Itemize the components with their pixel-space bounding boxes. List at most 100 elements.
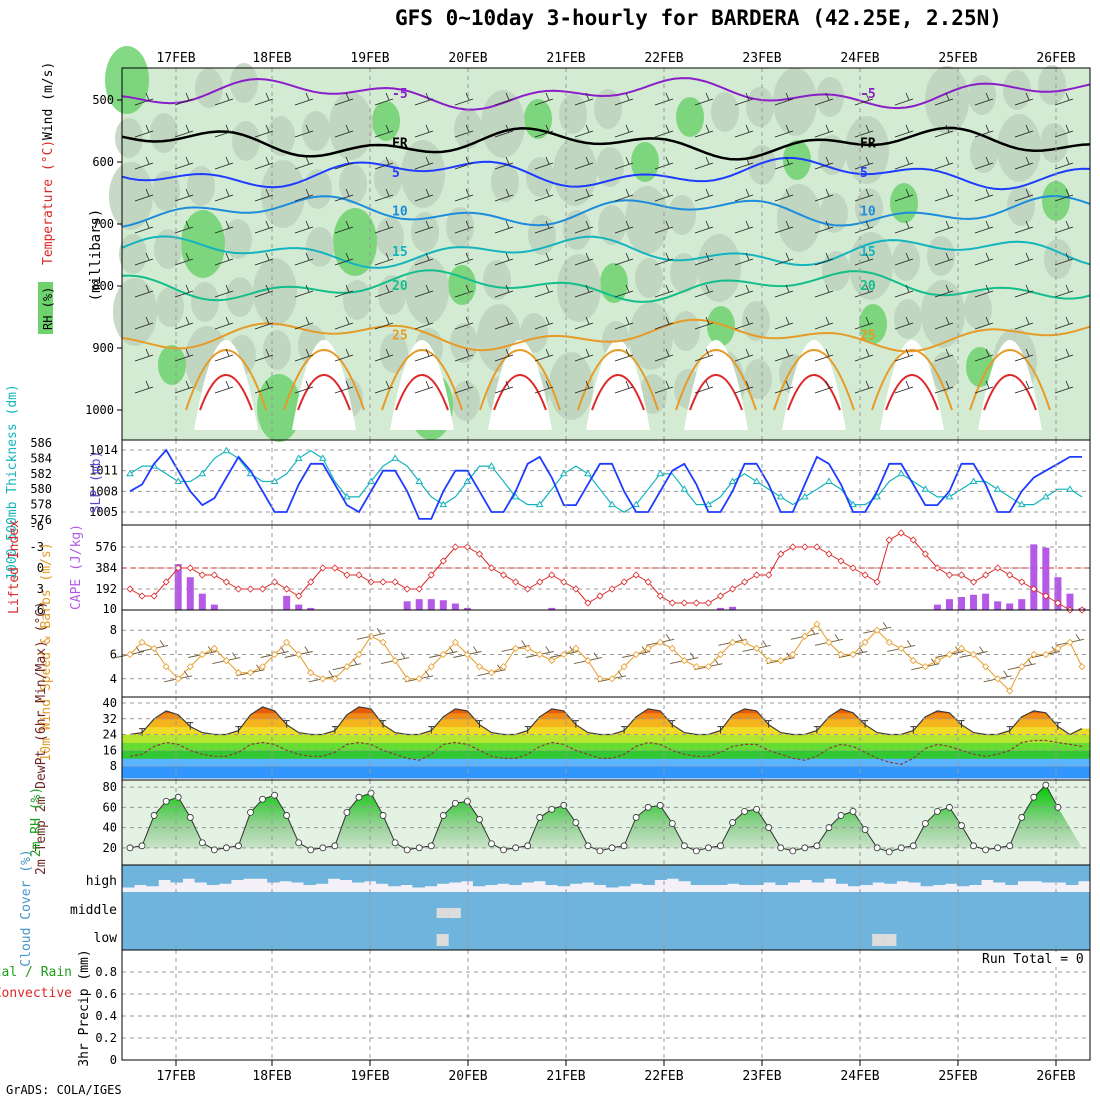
li-point-60 xyxy=(849,564,857,572)
rh-shade-109 xyxy=(306,227,334,267)
wind-barb-9-9 xyxy=(494,380,514,394)
cape-bar-7 xyxy=(210,604,218,610)
cape-bar-4 xyxy=(174,564,182,610)
day-label-top-6: 23FEB xyxy=(742,51,781,66)
rh-shade-22 xyxy=(927,236,955,276)
wind-point-22 xyxy=(391,657,399,665)
wind-barb-5-8 xyxy=(454,252,474,266)
p3-ytick-right-2: 192 xyxy=(95,582,117,596)
wind-barb-2-10 xyxy=(534,156,554,170)
wind-barb-0-5 xyxy=(334,92,354,106)
p2-ytick-left-3: 580 xyxy=(30,482,52,496)
wind-barb-5-6 xyxy=(374,252,394,266)
cloud-high-2 xyxy=(146,865,159,887)
temp-minmax-65 xyxy=(910,726,917,734)
cape-bar-74 xyxy=(1018,599,1026,610)
wind-barb-1-16 xyxy=(774,124,794,138)
wind-barb-5-10 xyxy=(534,252,554,266)
li-point-8 xyxy=(222,578,230,586)
p3-ylabel-right: CAPE (J/kg) xyxy=(69,524,84,610)
wind-point-71 xyxy=(982,663,990,671)
day-label-bottom-5: 22FEB xyxy=(644,1069,683,1084)
wind-barb-7-10 xyxy=(534,316,554,330)
p2-ytick-left-1: 584 xyxy=(30,451,52,465)
rh-legend-swatch xyxy=(38,282,53,334)
wind-barb-7-6 xyxy=(374,316,394,330)
wind-barb-4-10 xyxy=(534,220,554,234)
rh-shade-107 xyxy=(232,121,260,161)
warm-boundary-layer-0 xyxy=(194,340,258,430)
cape-bar-15 xyxy=(307,607,315,610)
cloud-high-73 xyxy=(1005,865,1018,885)
rh-point-38 xyxy=(584,842,592,850)
cloud-high-33 xyxy=(521,865,534,883)
li-point-42 xyxy=(632,571,640,579)
wind-barb-1-6 xyxy=(374,124,394,138)
wind-barb-2-5 xyxy=(334,156,354,170)
wind-point-49 xyxy=(716,650,725,659)
p3-ytick-left-3: 3 xyxy=(37,582,44,596)
day-label-bottom-0: 17FEB xyxy=(156,1069,195,1084)
p7-ytick-0: high xyxy=(86,874,117,889)
rh-point-63 xyxy=(885,848,893,856)
wind-barb-5-23 xyxy=(1054,252,1074,266)
contour-label-1: FR xyxy=(392,136,408,151)
wind-barb-2-8 xyxy=(454,156,474,170)
temp-35-arc-2 xyxy=(395,374,449,411)
wind-barb-2-20 xyxy=(934,156,954,170)
p1-label-rh: RH (%) xyxy=(41,287,55,330)
wind-barb-5-1 xyxy=(174,252,194,266)
rh-point-49 xyxy=(717,842,724,850)
thickness-point-70 xyxy=(969,477,978,484)
wind-barb-1-1 xyxy=(174,124,194,138)
cloud-high-28 xyxy=(460,865,474,882)
wind-point-25 xyxy=(427,663,435,671)
p4-ytick-1: 6 xyxy=(110,648,117,662)
wind-barb-3-16 xyxy=(774,188,794,202)
cloud-high-44 xyxy=(654,865,667,880)
rh-point-19 xyxy=(355,793,363,801)
p3-ytick-left-2: 0 xyxy=(37,561,44,575)
wind-barb-4-4 xyxy=(294,220,314,234)
li-point-34 xyxy=(536,578,544,586)
wind-point-30 xyxy=(487,669,496,677)
rh-shade-21 xyxy=(890,183,918,223)
temp-band-9 xyxy=(122,706,1090,708)
wind-point-67 xyxy=(933,657,941,665)
wind-barb-5-9 xyxy=(494,252,514,266)
wind-point-72 xyxy=(994,675,1002,683)
rh-point-58 xyxy=(825,824,833,831)
cape-bar-73 xyxy=(1006,603,1014,610)
li-point-18 xyxy=(343,571,351,579)
cloud-middle-gap-1 xyxy=(448,908,461,918)
rh-shade-15 xyxy=(668,195,696,235)
li-point-63 xyxy=(885,536,893,544)
li-point-28 xyxy=(463,543,471,551)
wind-barb-0-1 xyxy=(174,92,194,106)
wind-barb-7-2 xyxy=(214,316,234,330)
wind-barb-5-3 xyxy=(254,252,274,266)
wind-barb-6-0 xyxy=(134,284,154,298)
rh-shade-13 xyxy=(594,89,622,129)
p5-ytick-1: 32 xyxy=(103,712,117,726)
cloud-high-49 xyxy=(714,865,728,885)
wind-barb-3-14 xyxy=(694,188,714,202)
li-point-14 xyxy=(295,592,303,600)
rh-point-5 xyxy=(186,814,194,821)
wind-barb-1-22 xyxy=(1014,124,1034,138)
wind-barb-8-16 xyxy=(774,348,794,362)
rh-shade-10 xyxy=(483,260,511,300)
cloud-high-53 xyxy=(763,865,776,883)
li-point-2 xyxy=(150,592,158,600)
p1-ytick-0: 500 xyxy=(92,93,114,107)
p3-ytick-right-3: 10 xyxy=(103,602,117,616)
cloud-high-8 xyxy=(218,865,232,884)
rh-point-29 xyxy=(476,816,483,823)
temp-minmax-41 xyxy=(621,726,628,734)
wind-barb-8-15 xyxy=(734,348,754,362)
thickness-point-44 xyxy=(656,469,665,477)
p1-ytick-1: 600 xyxy=(92,155,114,169)
rh-shade-19 xyxy=(816,77,844,117)
day-label-top-2: 19FEB xyxy=(350,51,389,66)
wind-barb-0-2 xyxy=(214,92,234,106)
